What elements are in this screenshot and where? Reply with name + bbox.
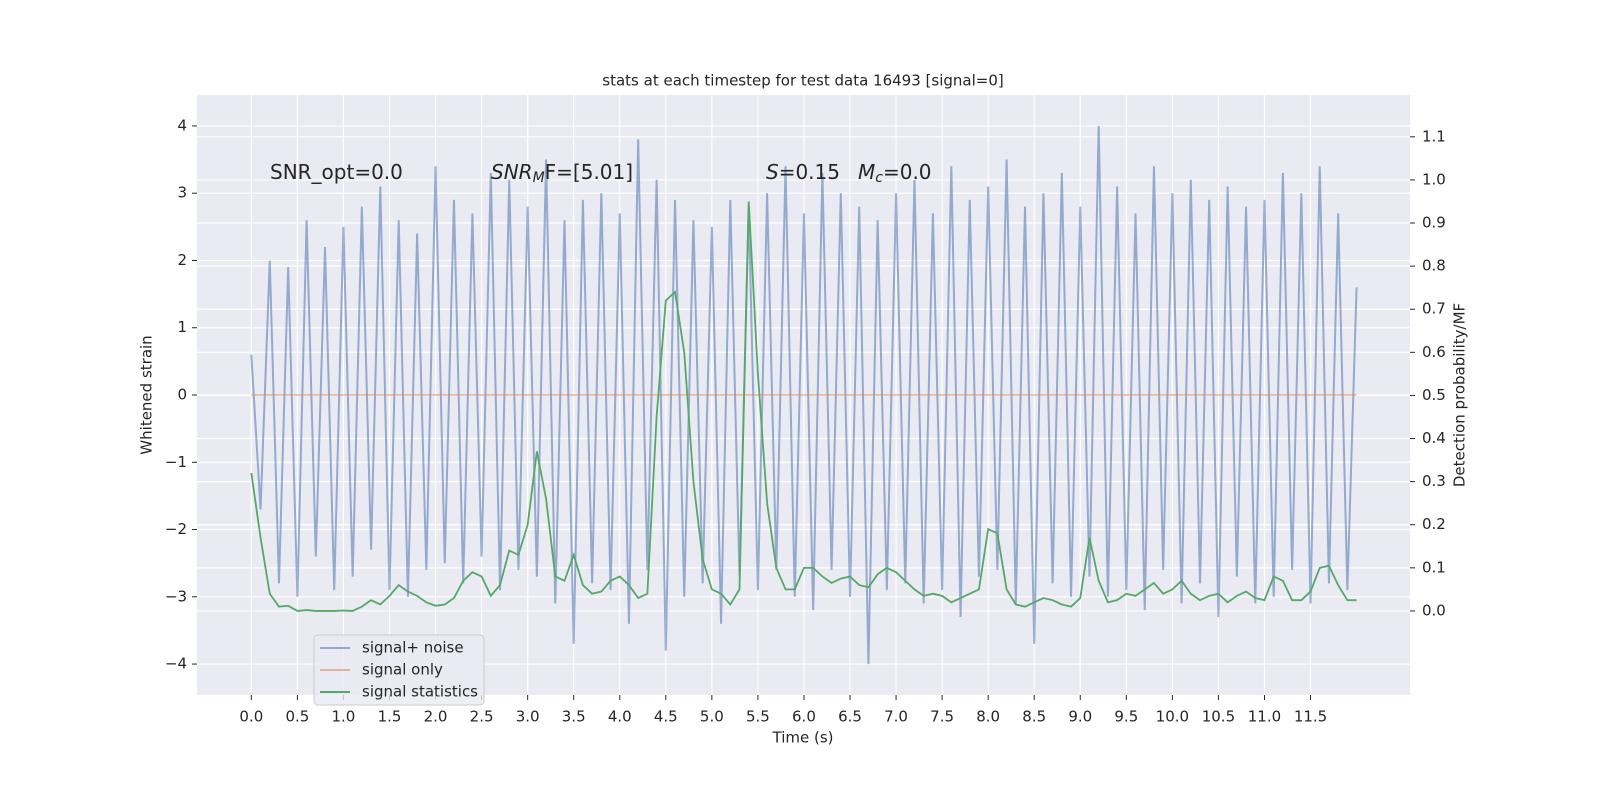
y2-tick-label: 0.0 [1422, 601, 1446, 619]
y2-tick-label: 0.4 [1422, 429, 1446, 447]
annotation-math: M [858, 160, 875, 184]
x-tick-label: 11.5 [1294, 708, 1327, 726]
y-tick-label: 3 [177, 184, 187, 202]
y2-tick-label: 0.9 [1422, 214, 1446, 232]
y2-tick-label: 0.8 [1422, 257, 1446, 275]
annotation: SNR_opt=0.0 [270, 160, 403, 184]
annotation-text: =0.15 [779, 160, 840, 184]
annotation-math: S [766, 160, 779, 184]
x-tick-label: 6.5 [838, 708, 862, 726]
x-tick-label: 1.0 [332, 708, 356, 726]
x-tick-label: 9.5 [1114, 708, 1138, 726]
x-tick-label: 1.5 [378, 708, 402, 726]
x-axis-label: Time (s) [772, 729, 834, 747]
annotation: S=0.15 [766, 160, 840, 184]
x-tick-label: 0.5 [285, 708, 309, 726]
x-tick-label: 8.0 [976, 708, 1000, 726]
x-tick-label: 8.5 [1022, 708, 1046, 726]
legend-label: signal only [362, 661, 443, 679]
y-axis-label: Whitened strain [138, 335, 156, 454]
y2-tick-label: 1.0 [1422, 170, 1446, 188]
annotation-text: F=[5.01] [545, 160, 633, 184]
x-tick-label: 3.0 [516, 708, 540, 726]
x-tick-label: 11.0 [1248, 708, 1281, 726]
x-tick-label: 5.0 [700, 708, 724, 726]
y2-tick-label: 0.5 [1422, 386, 1446, 404]
annotation-sub: M [533, 170, 545, 186]
y2-axis-label: Detection probability/MF [1451, 303, 1469, 487]
y-tick-label: −3 [165, 587, 187, 605]
y-tick-label: −4 [165, 655, 187, 673]
y2-tick-label: 0.1 [1422, 558, 1446, 576]
y2-tick-label: 1.1 [1422, 127, 1446, 145]
x-tick-label: 2.0 [424, 708, 448, 726]
x-tick-label: 2.5 [470, 708, 494, 726]
y-tick-label: 0 [177, 386, 187, 404]
x-tick-label: 9.0 [1068, 708, 1092, 726]
legend-label: signal statistics [362, 683, 478, 701]
x-tick-label: 3.5 [562, 708, 586, 726]
x-tick-label: 7.0 [884, 708, 908, 726]
annotation: Mc=0.0 [858, 160, 932, 187]
annotation-math: SNR [491, 160, 533, 184]
legend-box [313, 634, 485, 706]
x-tick-label: 6.0 [792, 708, 816, 726]
x-tick-label: 4.5 [654, 708, 678, 726]
y-tick-label: 2 [177, 251, 187, 269]
y-tick-label: −2 [165, 520, 187, 538]
y2-tick-label: 0.2 [1422, 515, 1446, 533]
y-tick-label: −1 [165, 453, 187, 471]
y-tick-label: 1 [177, 318, 187, 336]
chart-title: stats at each timestep for test data 164… [602, 72, 1003, 90]
x-tick-label: 5.5 [746, 708, 770, 726]
y2-tick-label: 0.7 [1422, 300, 1446, 318]
x-tick-label: 0.0 [239, 708, 263, 726]
y2-tick-label: 0.3 [1422, 472, 1446, 490]
annotation: SNRMF=[5.01] [491, 160, 633, 187]
annotation-text: SNR_opt=0.0 [270, 160, 403, 184]
y2-tick-label: 0.6 [1422, 343, 1446, 361]
x-tick-label: 7.5 [930, 708, 954, 726]
series-line [250, 125, 1358, 665]
series-line [250, 201, 1357, 612]
annotation-sub: c [875, 170, 883, 186]
x-tick-label: 4.0 [608, 708, 632, 726]
x-tick-label: 10.5 [1202, 708, 1235, 726]
x-tick-label: 10.0 [1156, 708, 1189, 726]
legend-label: signal+ noise [362, 639, 464, 657]
y-tick-label: 4 [177, 116, 187, 134]
annotation-text: =0.0 [883, 160, 932, 184]
